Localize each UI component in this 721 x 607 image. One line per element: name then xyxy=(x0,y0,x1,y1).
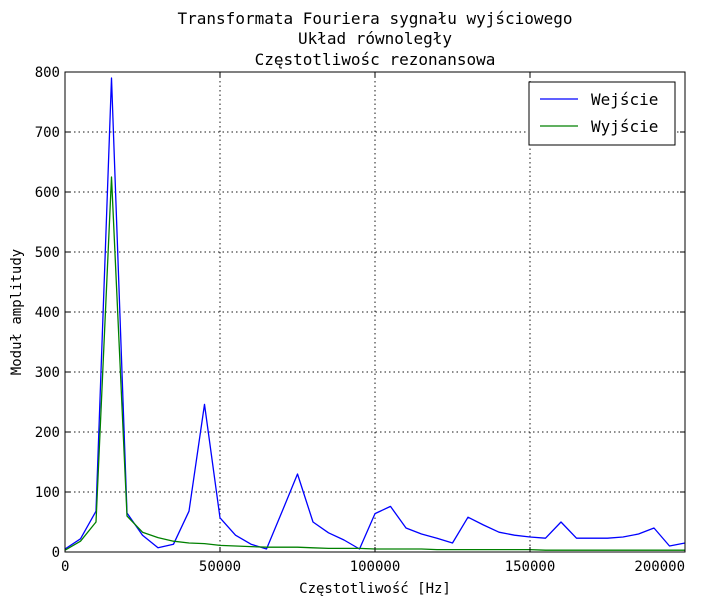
legend: Wejście Wyjście xyxy=(528,81,676,146)
series-line-wejscie xyxy=(64,77,686,550)
y-tick-label: 100 xyxy=(35,485,60,501)
x-axis-label: Częstotliwość [Hz] xyxy=(299,581,451,597)
chart-title-line-1: Transformata Fouriera sygnału wyjścioweg… xyxy=(178,9,573,28)
legend-label-wyjscie: Wyjście xyxy=(591,117,658,136)
y-tick-label: 300 xyxy=(35,365,60,381)
y-tick-label: 500 xyxy=(35,245,60,261)
series-line-wyjscie xyxy=(64,176,685,551)
chart-title-line-2: Układ równoległy xyxy=(298,29,452,48)
chart-title-line-3: Częstotliwośc rezonansowa xyxy=(255,50,496,69)
y-axis-label: Moduł amplitudy xyxy=(9,249,25,375)
x-tick-label: 100000 xyxy=(350,559,401,575)
y-tick-label: 800 xyxy=(35,65,60,81)
ticks: 0 50000 100000 150000 200000 0 100 200 300 400 500… xyxy=(35,65,686,575)
y-tick-label: 700 xyxy=(35,125,60,141)
legend-label-wejscie: Wejście xyxy=(591,90,658,109)
x-tick-label: 200000 xyxy=(634,559,685,575)
y-tick-label: 600 xyxy=(35,185,60,201)
y-tick-label: 0 xyxy=(52,545,60,561)
y-tick-label: 200 xyxy=(35,425,60,441)
legend-box xyxy=(528,81,676,146)
grid xyxy=(65,72,685,552)
x-tick-label: 150000 xyxy=(505,559,556,575)
y-tick-label: 400 xyxy=(35,305,60,321)
x-tick-label: 50000 xyxy=(199,559,241,575)
x-tick-label: 0 xyxy=(61,559,69,575)
